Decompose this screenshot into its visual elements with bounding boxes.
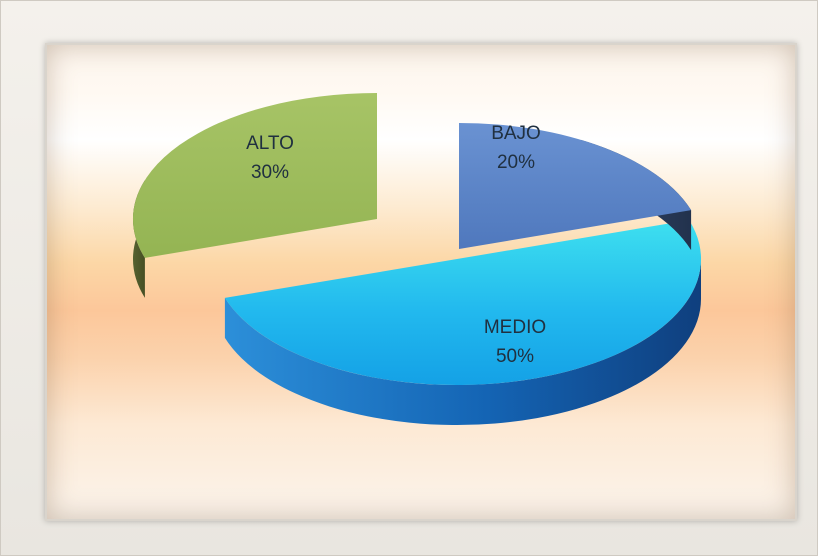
slice-medio-side <box>224 259 701 426</box>
label-alto-name: ALTO <box>246 133 294 154</box>
label-medio-name: MEDIO <box>484 317 546 338</box>
label-bajo-value: 20% <box>497 152 535 173</box>
label-bajo-name: BAJO <box>491 123 541 144</box>
slice-alto <box>132 92 377 258</box>
slice-medio <box>224 220 702 386</box>
label-alto-value: 30% <box>251 162 289 183</box>
slice-bajo <box>459 123 692 249</box>
label-medio-value: 50% <box>496 346 534 367</box>
